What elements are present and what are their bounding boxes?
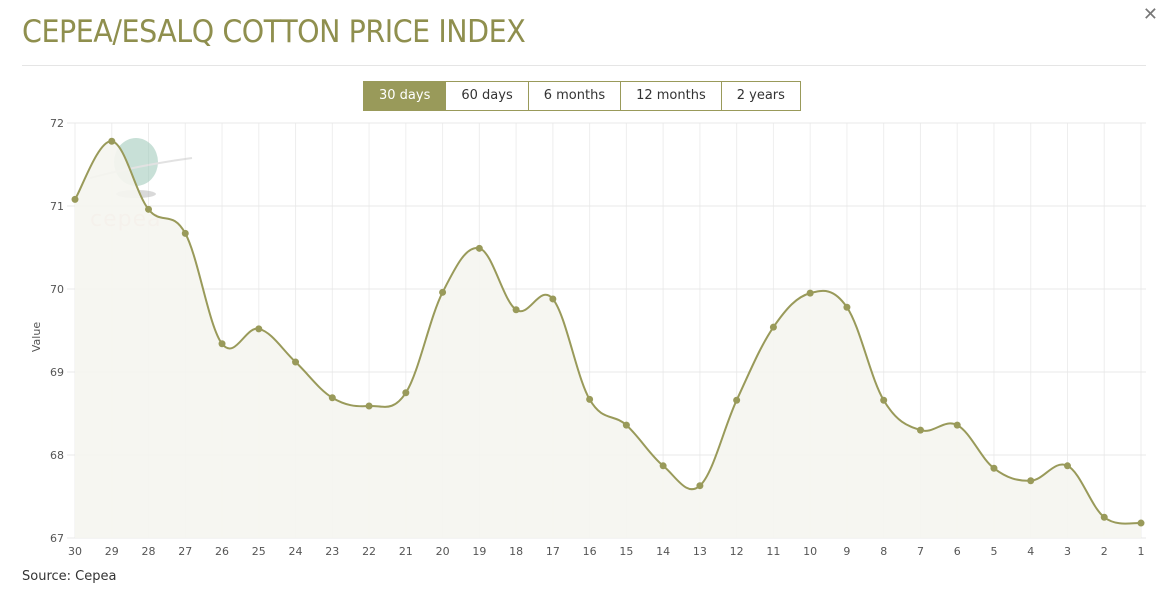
source-note: Source: Cepea (22, 569, 117, 584)
range-button-2-years[interactable]: 2 years (720, 81, 801, 111)
data-point (292, 358, 300, 366)
y-tick-label: 72 (50, 117, 64, 130)
x-tick-label: 21 (399, 545, 413, 558)
x-tick-label: 4 (1027, 545, 1034, 558)
range-button-60-days[interactable]: 60 days (445, 81, 529, 111)
data-point (806, 289, 814, 297)
y-tick-label: 67 (50, 532, 64, 545)
data-point (1027, 477, 1035, 485)
range-button-6-months[interactable]: 6 months (527, 81, 622, 111)
y-tick-label: 69 (50, 366, 64, 379)
x-tick-label: 23 (325, 545, 339, 558)
x-tick-label: 12 (730, 545, 744, 558)
x-tick-label: 8 (880, 545, 887, 558)
x-tick-label: 28 (142, 545, 156, 558)
y-tick-label: 68 (50, 449, 64, 462)
data-point (843, 303, 851, 311)
x-tick-label: 24 (289, 545, 303, 558)
x-tick-label: 9 (843, 545, 850, 558)
data-point (328, 394, 336, 402)
x-tick-label: 29 (105, 545, 119, 558)
x-tick-label: 27 (178, 545, 192, 558)
divider (22, 65, 1146, 66)
data-point (990, 464, 998, 472)
x-tick-label: 19 (472, 545, 486, 558)
data-point (255, 325, 263, 333)
data-point (402, 389, 410, 397)
range-button-12-months[interactable]: 12 months (620, 81, 722, 111)
data-point (1063, 462, 1071, 470)
x-tick-label: 30 (68, 545, 82, 558)
data-point (181, 229, 189, 237)
data-point (586, 395, 594, 403)
data-point (916, 426, 924, 434)
data-point (880, 396, 888, 404)
x-tick-label: 13 (693, 545, 707, 558)
x-tick-label: 26 (215, 545, 229, 558)
series-area (75, 141, 1141, 538)
data-point (439, 288, 447, 296)
data-point (769, 323, 777, 331)
data-point (108, 137, 116, 145)
data-point (659, 462, 667, 470)
x-tick-label: 6 (954, 545, 961, 558)
data-point (71, 195, 79, 203)
y-axis-label: Value (30, 322, 43, 352)
x-tick-label: 10 (803, 545, 817, 558)
x-tick-label: 20 (436, 545, 450, 558)
data-point (365, 402, 373, 410)
data-point (549, 295, 557, 303)
data-point (622, 421, 630, 429)
x-tick-label: 15 (619, 545, 633, 558)
x-tick-label: 22 (362, 545, 376, 558)
data-point (475, 244, 483, 252)
x-tick-label: 1 (1138, 545, 1145, 558)
data-point (1137, 519, 1145, 527)
data-point (733, 396, 741, 404)
data-point (696, 482, 704, 490)
x-tick-label: 7 (917, 545, 924, 558)
data-point (1100, 513, 1108, 521)
x-tick-label: 11 (766, 545, 780, 558)
x-tick-label: 17 (546, 545, 560, 558)
y-tick-label: 71 (50, 200, 64, 213)
x-tick-label: 25 (252, 545, 266, 558)
x-tick-label: 18 (509, 545, 523, 558)
range-button-30-days[interactable]: 30 days (363, 81, 447, 111)
x-tick-label: 16 (583, 545, 597, 558)
x-tick-label: 5 (990, 545, 997, 558)
close-icon[interactable]: ✕ (1142, 4, 1158, 25)
data-point (953, 421, 961, 429)
range-selector: 30 days 60 days 6 months 12 months 2 years (363, 81, 801, 111)
x-tick-label: 2 (1101, 545, 1108, 558)
data-point (145, 205, 153, 213)
data-point (512, 306, 520, 314)
y-tick-label: 70 (50, 283, 64, 296)
x-tick-label: 3 (1064, 545, 1071, 558)
x-tick-label: 14 (656, 545, 670, 558)
data-point (218, 340, 226, 348)
page-title: CEPEA/ESALQ COTTON PRICE INDEX (22, 14, 526, 50)
